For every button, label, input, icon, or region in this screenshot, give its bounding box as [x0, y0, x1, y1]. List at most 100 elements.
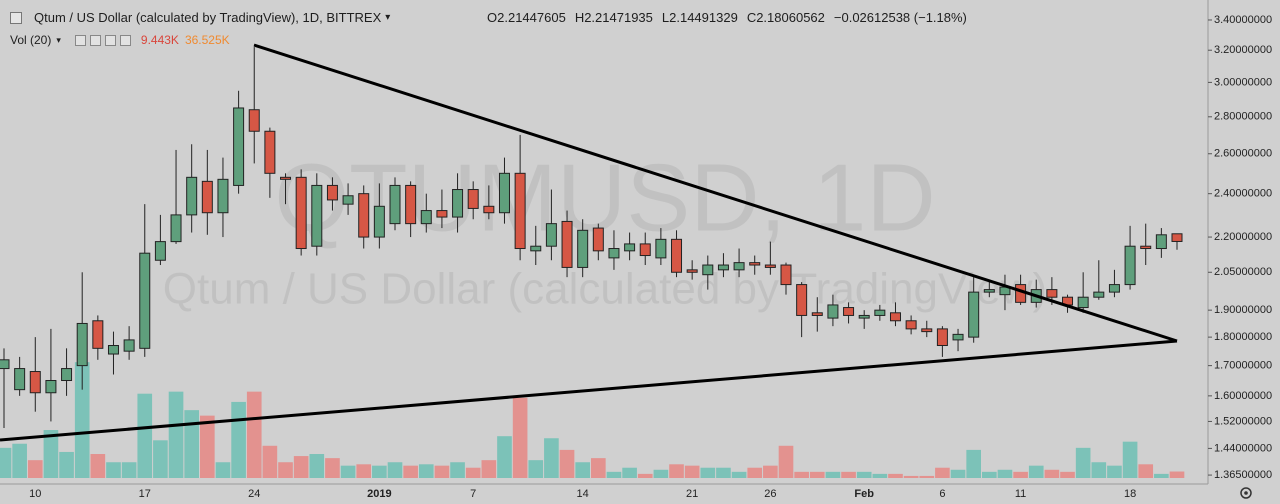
volume-bar: [0, 447, 12, 478]
candle-body: [467, 189, 479, 209]
volume-layer: [0, 362, 1185, 478]
candle-body: [420, 210, 432, 225]
candle-body: [577, 229, 589, 268]
volume-bar: [1013, 471, 1028, 478]
trend-line-lower: [0, 339, 1178, 442]
candle-body: [123, 339, 135, 352]
x-tick-label: 7: [470, 488, 476, 500]
candle-body: [764, 264, 776, 268]
volume-bar: [246, 391, 262, 478]
ohlc-value: 2.21447605: [497, 10, 566, 25]
candle-body: [968, 291, 980, 338]
candle-body: [827, 304, 839, 319]
candle-body: [749, 262, 761, 266]
volume-bar: [1091, 462, 1107, 478]
candle-body: [530, 245, 542, 252]
y-tick-label: 1.90000000: [1214, 304, 1272, 316]
candle-body: [498, 172, 510, 214]
volume-bar: [340, 465, 356, 478]
collapse-icon[interactable]: [10, 11, 22, 24]
volume-bar: [153, 440, 168, 478]
symbol-title[interactable]: Qtum / US Dollar (calculated by TradingV…: [34, 10, 382, 25]
watermark: QTUMUSD, 1D: [274, 144, 935, 251]
price-change: −0.02612538 (−1.18%): [833, 10, 967, 25]
volume-bar: [59, 451, 74, 478]
watermark-subtitle: Qtum / US Dollar (calculated by TradingV…: [163, 265, 1047, 314]
volume-bar: [403, 465, 418, 478]
volume-row: Vol (20) ▾ 9.443K 36.525K: [10, 33, 230, 47]
volume-bar: [497, 436, 512, 478]
y-tick-label: 1.70000000: [1214, 360, 1272, 372]
volume-bar: [1060, 471, 1075, 478]
candle-body: [514, 172, 526, 250]
volume-bar: [809, 471, 825, 478]
volume-bar: [215, 462, 231, 478]
volume-bar: [763, 465, 778, 478]
indicator-icon[interactable]: [89, 34, 101, 46]
volume-bar: [716, 467, 731, 478]
x-tick-label: 17: [139, 488, 151, 500]
volume-bar: [731, 471, 747, 478]
candle-body: [686, 269, 698, 273]
volume-bar: [669, 464, 684, 478]
volume-value: 9.443K: [140, 33, 179, 47]
volume-bar: [450, 462, 465, 478]
volume-bar: [856, 471, 872, 478]
volume-bar: [637, 473, 653, 478]
indicator-icon[interactable]: [104, 34, 116, 46]
volume-bar: [200, 415, 215, 478]
volume-bar: [434, 465, 450, 478]
volume-bar: [1028, 465, 1044, 478]
indicator-icon[interactable]: [119, 34, 131, 46]
candle-body: [811, 312, 823, 316]
candle-body: [405, 184, 417, 225]
volume-bar: [1169, 471, 1185, 478]
settings-icon[interactable]: [1240, 487, 1252, 499]
candle-body: [295, 176, 307, 250]
candle-layer: [0, 47, 1183, 429]
candle-body: [921, 328, 933, 333]
volume-bar: [90, 454, 106, 478]
trend-line-upper: [253, 43, 1178, 343]
volume-bar: [418, 464, 434, 478]
volume-bar: [950, 469, 966, 478]
indicator-icon[interactable]: [74, 34, 86, 46]
volume-bar: [653, 469, 669, 478]
volume-bar: [1107, 465, 1122, 478]
candle-body: [936, 328, 948, 347]
chevron[interactable]: ▾: [56, 34, 61, 45]
volume-bar: [106, 462, 121, 478]
volume-bar: [262, 445, 278, 478]
candle-body: [342, 195, 354, 205]
volume-bar: [982, 471, 997, 478]
volume-bar: [935, 467, 950, 478]
volume-bar: [575, 462, 590, 478]
volume-bar: [622, 467, 637, 478]
candle-body: [1124, 245, 1136, 286]
y-tick-label: 2.05000000: [1214, 266, 1272, 278]
candle-body: [311, 184, 323, 247]
volume-bar: [919, 475, 935, 478]
candle-body: [733, 262, 745, 271]
candle-body: [702, 264, 714, 276]
y-tick-label: 2.60000000: [1214, 148, 1272, 160]
volume-bar: [559, 449, 575, 478]
chevron[interactable]: ▾: [385, 12, 391, 23]
volume-bar: [278, 462, 293, 478]
volume-bar: [825, 471, 841, 478]
volume-bar: [121, 462, 137, 478]
x-tick-label: 21: [686, 488, 698, 500]
volume-bar: [293, 456, 309, 478]
volume-bar: [372, 465, 387, 478]
candle-body: [248, 109, 260, 132]
volume-bar: [1075, 447, 1091, 478]
volume-bar: [684, 465, 700, 478]
y-tick-label: 1.52000000: [1214, 415, 1272, 427]
y-tick-label: 1.44000000: [1214, 442, 1272, 454]
volume-bar: [997, 469, 1013, 478]
y-tick-label: 1.60000000: [1214, 390, 1272, 402]
candle-body: [233, 107, 245, 186]
volume-indicator-name[interactable]: Vol (20): [10, 33, 52, 47]
